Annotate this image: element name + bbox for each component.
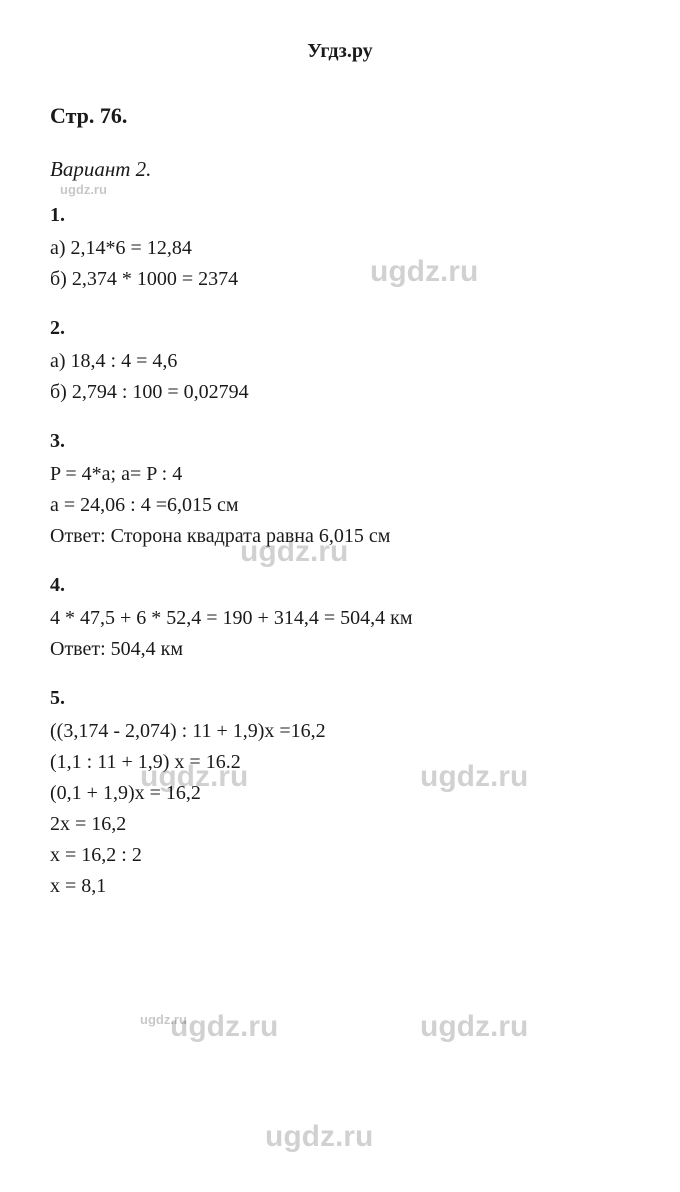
problem-block: 3. P = 4*a; a= P : 4 a = 24,06 : 4 =6,01… <box>50 430 630 552</box>
problem-line: (1,1 : 11 + 1,9) x = 16.2 <box>50 747 630 778</box>
watermark-text: ugdz.ru <box>420 1010 528 1044</box>
site-header: Угдз.ру <box>50 40 630 63</box>
problem-line: а) 2,14*6 = 12,84 <box>50 233 630 264</box>
problem-number: 2. <box>50 317 630 340</box>
problem-number: 4. <box>50 574 630 597</box>
watermark-text: ugdz.ru <box>60 182 107 197</box>
watermark-text: ugdz.ru <box>140 1012 187 1027</box>
problem-number: 3. <box>50 430 630 453</box>
problem-line: P = 4*a; a= P : 4 <box>50 459 630 490</box>
problem-line: 2x = 16,2 <box>50 809 630 840</box>
problem-line: б) 2,794 : 100 = 0,02794 <box>50 377 630 408</box>
problem-number: 5. <box>50 687 630 710</box>
problem-block: 1. а) 2,14*6 = 12,84 б) 2,374 * 1000 = 2… <box>50 204 630 295</box>
problem-line: Ответ: 504,4 км <box>50 634 630 665</box>
problem-block: 4. 4 * 47,5 + 6 * 52,4 = 190 + 314,4 = 5… <box>50 574 630 665</box>
problem-block: 2. а) 18,4 : 4 = 4,6 б) 2,794 : 100 = 0,… <box>50 317 630 408</box>
watermark-text: ugdz.ru <box>170 1010 278 1044</box>
page-title: Стр. 76. <box>50 103 630 129</box>
problem-line: а) 18,4 : 4 = 4,6 <box>50 346 630 377</box>
variant-label: Вариант 2. <box>50 157 630 182</box>
problem-line: Ответ: Сторона квадрата равна 6,015 см <box>50 521 630 552</box>
problem-line: a = 24,06 : 4 =6,015 см <box>50 490 630 521</box>
problem-line: 4 * 47,5 + 6 * 52,4 = 190 + 314,4 = 504,… <box>50 603 630 634</box>
problem-line: (0,1 + 1,9)x = 16,2 <box>50 778 630 809</box>
problem-line: б) 2,374 * 1000 = 2374 <box>50 264 630 295</box>
watermark-text: ugdz.ru <box>265 1120 373 1154</box>
problem-line: ((3,174 - 2,074) : 11 + 1,9)x =16,2 <box>50 716 630 747</box>
problem-line: x = 8,1 <box>50 871 630 902</box>
problem-number: 1. <box>50 204 630 227</box>
problem-line: x = 16,2 : 2 <box>50 840 630 871</box>
problem-block: 5. ((3,174 - 2,074) : 11 + 1,9)x =16,2 (… <box>50 687 630 902</box>
